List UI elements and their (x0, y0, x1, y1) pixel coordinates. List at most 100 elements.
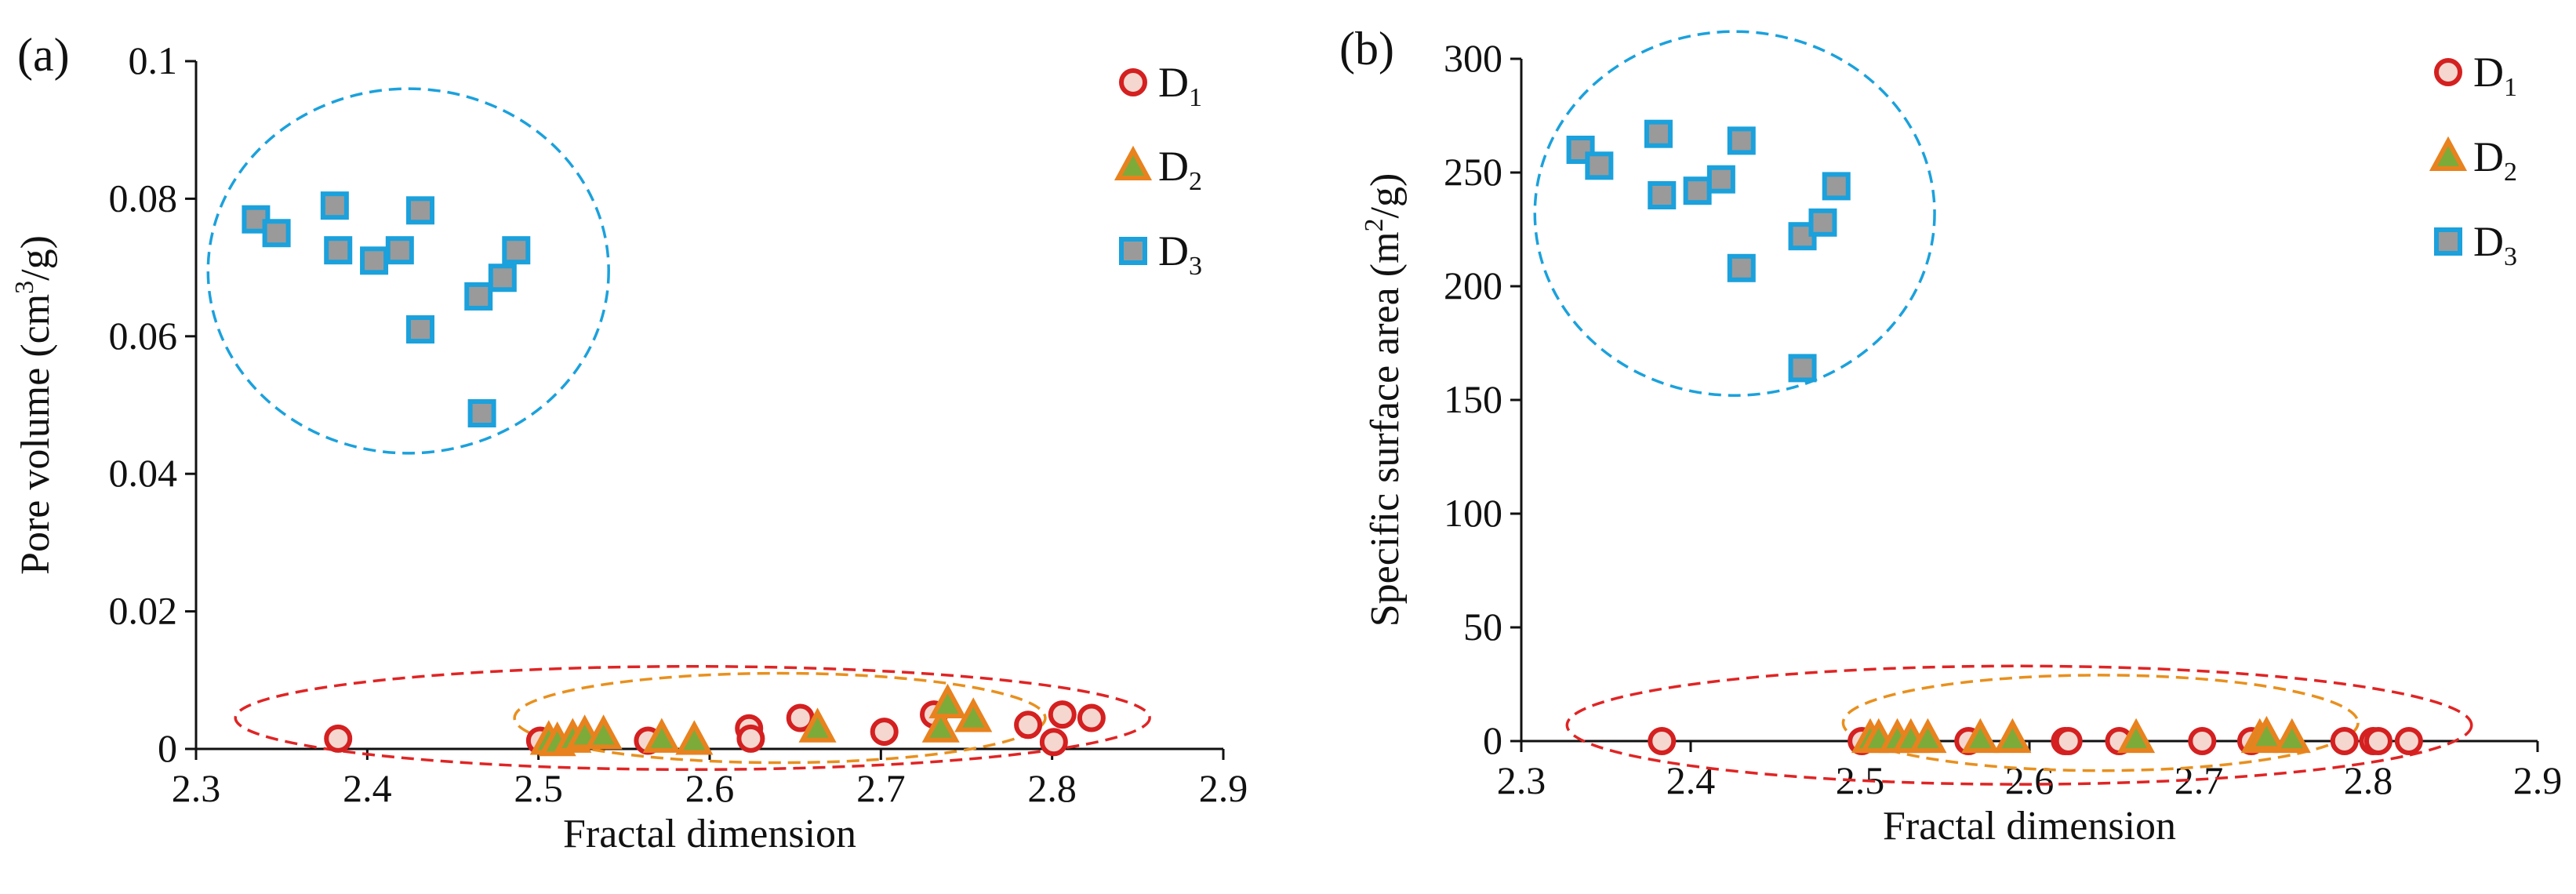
legend-marker-square (2434, 227, 2462, 256)
data-point-d1 (2054, 727, 2083, 755)
y-axis-label-superscript: 3 (10, 281, 39, 294)
data-point-d2 (798, 707, 837, 743)
y-tick-label: 200 (1444, 263, 1502, 307)
x-tick-label: 2.8 (1027, 766, 1077, 810)
y-tick-label: 0.08 (109, 176, 178, 220)
data-point-d2 (921, 707, 960, 743)
legend-label: D2 (1158, 143, 1202, 196)
legend-label: D3 (1158, 227, 1202, 281)
data-point-d3 (467, 399, 496, 428)
y-tick-label: 0.06 (109, 314, 178, 358)
x-tick-label: 2.9 (2513, 758, 2563, 802)
x-tick-label: 2.7 (856, 766, 906, 810)
data-point-d3 (385, 236, 414, 265)
legend-label-main: D (1158, 59, 1189, 106)
data-point-d2 (675, 720, 714, 755)
legend-label-subscript: 3 (1189, 252, 1202, 281)
y-tick-label: 0.02 (109, 589, 178, 633)
cluster-ellipse-d2 (1841, 674, 2360, 772)
cluster-ellipse-d1 (1565, 664, 2473, 786)
legend-label-subscript: 3 (2504, 242, 2517, 271)
data-point-d1 (1648, 727, 1677, 755)
legend-label-main: D (2473, 218, 2504, 265)
data-point-d3 (1706, 165, 1735, 194)
x-tick-label: 2.4 (343, 766, 392, 810)
y-tick-label: 100 (1444, 491, 1502, 535)
data-point-d2 (2247, 715, 2286, 751)
data-point-d3 (502, 236, 531, 265)
data-point-d3 (1788, 354, 1817, 383)
data-point-d3 (1683, 176, 1712, 205)
data-point-d3 (406, 196, 435, 225)
data-point-d2 (928, 683, 967, 718)
panel-label: (b) (1339, 23, 1394, 74)
legend-marker-square (1119, 237, 1147, 265)
data-point-d1 (736, 724, 765, 753)
y-axis-label-unit: /g) (13, 235, 58, 281)
legend-label: D3 (2473, 218, 2517, 271)
data-point-d2 (1909, 718, 1947, 754)
x-axis-label: Fractal dimension (563, 812, 856, 856)
x-tick-label: 2.3 (1497, 758, 1546, 802)
legend-marker-circle (2434, 58, 2462, 86)
legend-marker-circle (1119, 68, 1147, 96)
data-point-d1 (1048, 700, 1077, 729)
data-point-d1 (1077, 703, 1106, 732)
legend-label-main: D (2473, 133, 2504, 180)
cluster-ellipse-d3 (1533, 30, 1936, 397)
data-point-d3 (464, 282, 493, 311)
x-axis-label: Fractal dimension (1883, 804, 2176, 849)
legend-label-subscript: 1 (1189, 83, 1202, 112)
data-point-d1 (1014, 710, 1043, 740)
data-point-d2 (642, 718, 681, 753)
data-point-d3 (1644, 119, 1673, 148)
data-point-d3 (1648, 181, 1677, 209)
y-tick-label: 0 (1483, 718, 1502, 762)
x-tick-label: 2.3 (172, 766, 221, 810)
data-point-d3 (324, 236, 353, 265)
legend-label: D1 (2473, 49, 2517, 102)
y-axis-label-main: Pore volume (cm (13, 294, 58, 575)
data-point-d3 (1727, 253, 1756, 282)
y-tick-label: 0.1 (129, 38, 178, 82)
legend-label: D1 (1158, 59, 1202, 112)
data-point-d3 (406, 315, 435, 344)
legend-marker-triangle (1114, 145, 1153, 180)
y-axis-label-main: Specific surface area (m (1363, 231, 1408, 627)
data-point-d3 (320, 191, 349, 220)
legend-label-subscript: 1 (2504, 73, 2517, 102)
data-point-d3 (1727, 126, 1756, 155)
data-point-d2 (1993, 718, 2032, 754)
y-axis-label: Pore volume (cm3/g) (10, 235, 58, 575)
x-tick-label: 2.5 (514, 766, 563, 810)
data-point-d1 (324, 724, 353, 753)
cluster-ellipse-d2 (513, 671, 1047, 765)
data-point-d3 (488, 263, 517, 293)
y-tick-label: 150 (1444, 377, 1502, 421)
y-axis-label-unit: /g) (1363, 173, 1408, 219)
y-axis-label: Specific surface area (m2/g) (1360, 173, 1408, 627)
x-tick-label: 2.9 (1199, 766, 1248, 810)
data-point-d3 (1585, 151, 1614, 180)
panel-label: (a) (17, 29, 70, 81)
data-point-d3 (1808, 208, 1837, 237)
y-axis-label-superscript: 2 (1360, 218, 1389, 231)
y-tick-label: 0.04 (109, 451, 178, 495)
data-point-d1 (2363, 727, 2393, 755)
data-point-d1 (2330, 727, 2359, 755)
data-point-d2 (2273, 718, 2311, 754)
y-tick-label: 300 (1444, 36, 1502, 80)
y-tick-label: 50 (1463, 605, 1502, 649)
legend-label-main: D (1158, 227, 1189, 274)
data-point-d2 (2117, 718, 2156, 754)
legend-label-main: D (1158, 143, 1189, 190)
legend-label: D2 (2473, 133, 2517, 187)
data-point-d3 (262, 219, 291, 248)
data-point-d2 (954, 697, 993, 732)
x-tick-label: 2.6 (2005, 758, 2055, 802)
data-point-d3 (1822, 172, 1851, 201)
cluster-ellipse-d3 (206, 87, 610, 455)
y-tick-label: 0 (158, 726, 177, 770)
